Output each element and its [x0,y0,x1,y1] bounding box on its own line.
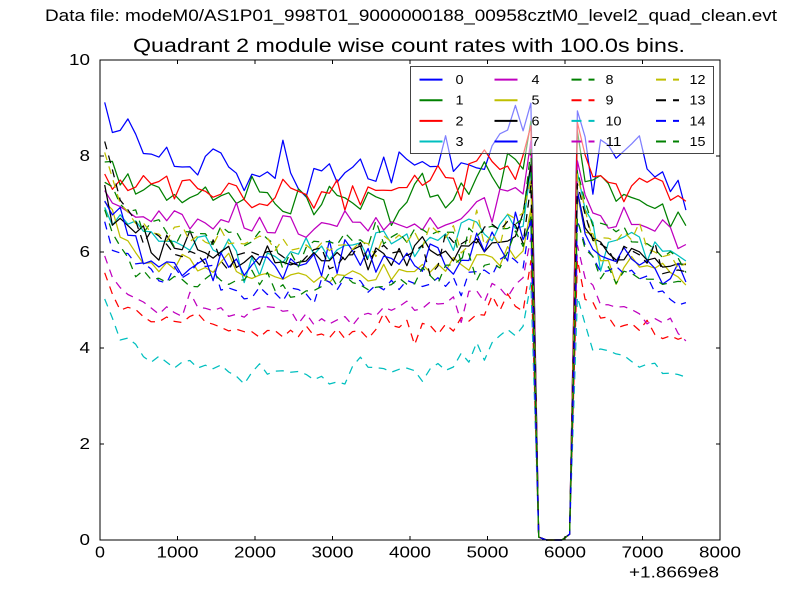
svg-text:11: 11 [606,135,622,149]
svg-text:12: 12 [690,73,706,87]
svg-text:5000: 5000 [467,545,509,562]
svg-text:1000: 1000 [157,545,199,562]
svg-text:5: 5 [532,94,540,108]
svg-text:3000: 3000 [312,545,354,562]
svg-text:9: 9 [606,94,614,108]
svg-text:10: 10 [606,114,622,128]
svg-text:2000: 2000 [234,545,276,562]
svg-text:Quadrant 2 module wise count r: Quadrant 2 module wise count rates with … [133,36,685,57]
svg-text:Data file: modeM0/AS1P01_998T0: Data file: modeM0/AS1P01_998T01_90000001… [45,6,777,25]
svg-text:14: 14 [690,114,706,128]
svg-text:0: 0 [80,532,91,549]
svg-text:6000: 6000 [544,545,586,562]
svg-text:0: 0 [456,73,464,87]
svg-text:2: 2 [80,436,91,453]
svg-text:13: 13 [690,94,706,108]
svg-text:0: 0 [95,545,105,562]
svg-text:15: 15 [690,135,706,149]
svg-text:4: 4 [80,340,91,357]
svg-text:4: 4 [532,73,540,87]
svg-text:7000: 7000 [622,545,664,562]
svg-text:3: 3 [456,135,464,149]
svg-text:8000: 8000 [699,545,741,562]
svg-text:10: 10 [69,52,90,69]
svg-text:2: 2 [456,114,464,128]
svg-text:8: 8 [606,73,614,87]
svg-text:6: 6 [532,114,540,128]
svg-text:7: 7 [532,135,540,149]
svg-text:6: 6 [80,244,91,261]
svg-text:+1.8669e8: +1.8669e8 [629,565,719,582]
svg-text:1: 1 [456,94,464,108]
svg-text:4000: 4000 [389,545,431,562]
svg-text:8: 8 [80,148,91,165]
